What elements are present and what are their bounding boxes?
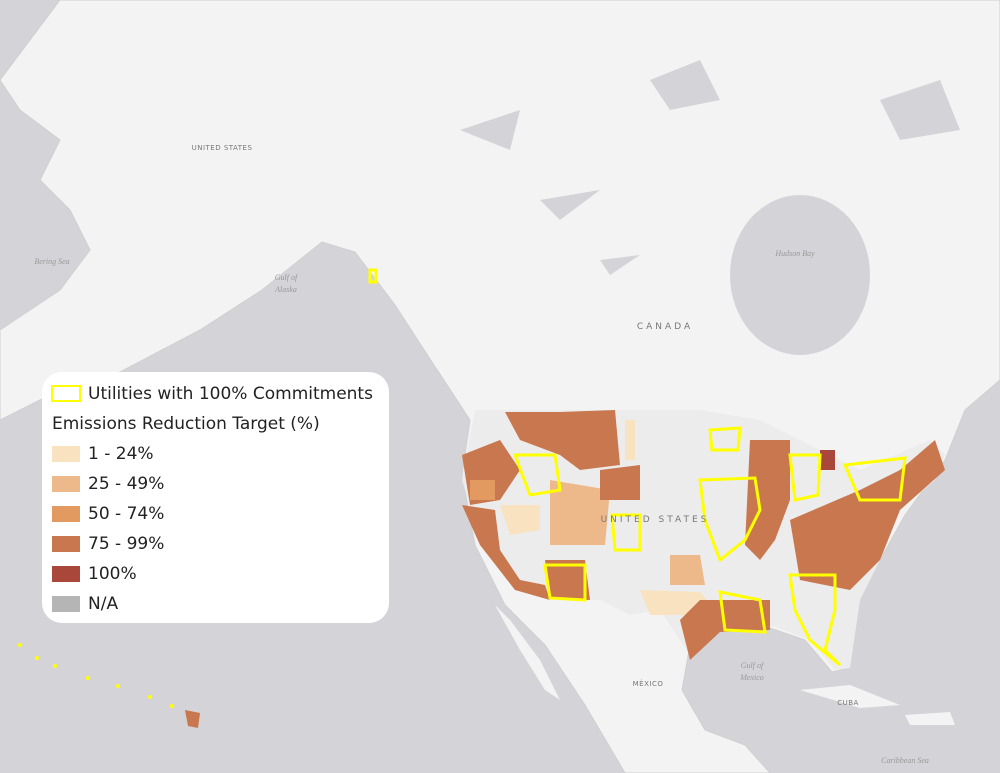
legend-label: Utilities with 100% Commitments	[88, 384, 373, 404]
island	[86, 676, 90, 680]
map-label: Alaska	[274, 285, 297, 294]
legend-swatch	[52, 446, 80, 462]
map-label: Bering Sea	[34, 257, 69, 266]
island	[170, 704, 174, 708]
map-label: MÉXICO	[633, 679, 664, 688]
island	[53, 664, 57, 668]
utility-region	[545, 560, 590, 600]
island	[18, 643, 22, 647]
island	[148, 695, 152, 699]
commitment-outline	[788, 573, 842, 667]
commitment-outline	[788, 453, 822, 502]
legend-swatch	[52, 476, 80, 492]
map-label: Gulf of	[275, 273, 299, 282]
commitment-outline	[842, 456, 907, 502]
utility-region	[500, 505, 540, 535]
commitment-outline	[368, 268, 378, 284]
legend-swatch	[52, 596, 80, 612]
legend-swatch	[52, 536, 80, 552]
utility-region	[790, 440, 945, 590]
legend-title: Emissions Reduction Target (%)	[52, 414, 320, 434]
island	[35, 656, 39, 660]
commitment-outline	[718, 590, 767, 634]
map-label: Caribbean Sea	[881, 756, 929, 765]
legend-swatch	[52, 566, 80, 582]
utility-region	[462, 505, 550, 600]
utility-region	[470, 480, 495, 500]
map-label: Gulf of	[741, 661, 765, 670]
legend-swatch	[52, 506, 80, 522]
island	[116, 684, 120, 688]
commitment-outline	[698, 476, 762, 563]
utility-region	[820, 450, 835, 470]
hudson-bay	[730, 195, 870, 355]
map-label: CUBA	[837, 699, 859, 707]
utility-region	[505, 410, 620, 470]
baja	[495, 605, 560, 700]
map-label: CANADA	[637, 322, 693, 332]
map-label: Mexico	[739, 673, 764, 682]
legend-label: 100%	[88, 564, 137, 584]
island	[185, 710, 200, 728]
cuba	[800, 685, 955, 725]
legend-label: N/A	[88, 594, 118, 614]
legend: Utilities with 100% Commitments Emission…	[42, 372, 389, 623]
legend-label: 1 - 24%	[88, 444, 154, 464]
commitment-outline	[512, 453, 562, 497]
legend-box	[42, 372, 389, 623]
commitment-outline	[610, 513, 642, 552]
utility-region	[745, 440, 790, 560]
utility-region	[600, 465, 640, 500]
legend-label: 50 - 74%	[88, 504, 164, 524]
legend-label: 25 - 49%	[88, 474, 164, 494]
legend-label: 75 - 99%	[88, 534, 164, 554]
map-label: UNITED STATES	[601, 515, 710, 525]
utility-region	[550, 480, 610, 545]
utility-region	[625, 420, 635, 460]
us-base	[462, 410, 945, 670]
commitment-outline	[543, 563, 587, 602]
legend-swatch	[51, 385, 81, 402]
map-label: UNITED STATES	[192, 144, 253, 152]
commitment-outline	[708, 426, 742, 452]
utility-region	[670, 555, 705, 585]
map-label: Hudson Bay	[774, 249, 815, 258]
